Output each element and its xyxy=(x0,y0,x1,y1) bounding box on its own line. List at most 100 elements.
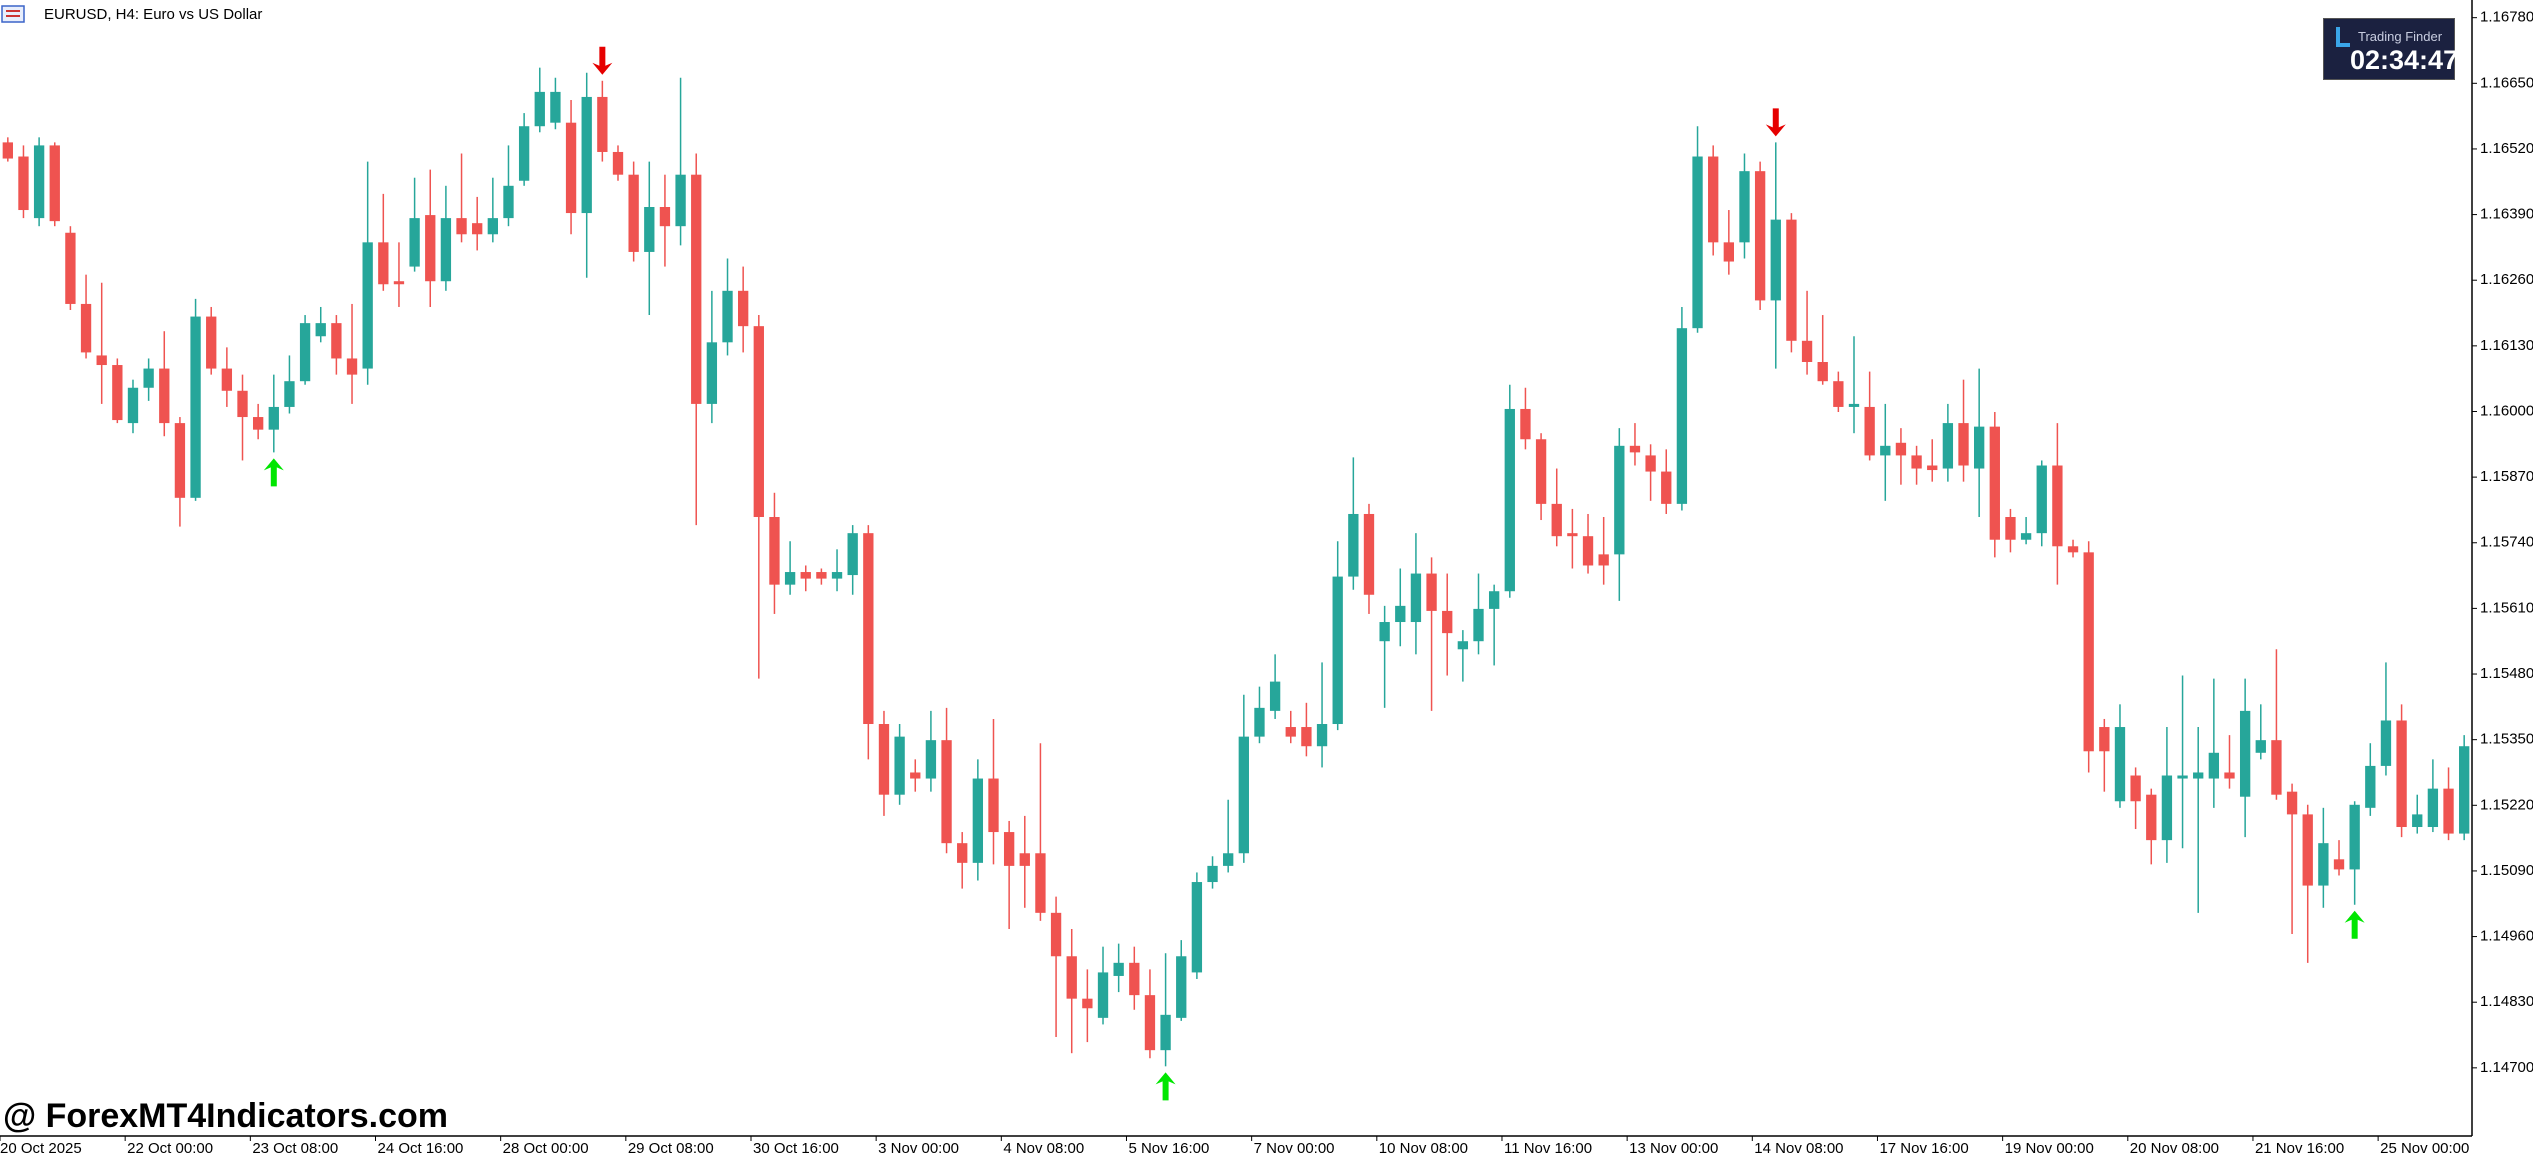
candle-body xyxy=(1254,707,1265,737)
candle-body xyxy=(1395,605,1406,623)
candle-body xyxy=(1942,423,1954,469)
candle-body xyxy=(972,778,984,863)
x-tick-label: 24 Oct 16:00 xyxy=(377,1140,463,1157)
candle-body xyxy=(315,323,326,337)
candle-body xyxy=(2161,775,2173,841)
candle-body xyxy=(612,151,624,175)
x-tick-label: 10 Nov 08:00 xyxy=(1379,1140,1468,1157)
candle-body xyxy=(2083,552,2094,752)
candle-body xyxy=(1301,727,1312,747)
y-tick-label: 1.14700 xyxy=(2480,1059,2533,1076)
candle-body xyxy=(675,174,686,227)
candle-body xyxy=(769,517,780,585)
y-tick-label: 1.15870 xyxy=(2480,468,2533,485)
candle-body xyxy=(2208,752,2220,779)
x-tick-label: 13 Nov 00:00 xyxy=(1629,1140,1718,1157)
candle-body xyxy=(1535,439,1547,504)
candle-body xyxy=(1144,995,1156,1051)
candle-body xyxy=(518,126,530,181)
candle-body xyxy=(2020,533,2032,540)
candle-body xyxy=(503,185,514,219)
candle-body xyxy=(738,290,749,327)
candle-body xyxy=(644,207,655,252)
candle-body xyxy=(1129,962,1140,996)
candle-body xyxy=(863,533,874,725)
y-tick-label: 1.16520 xyxy=(2480,140,2533,157)
logo-timer: 02:34:47 xyxy=(2350,45,2459,75)
candle-body xyxy=(2286,791,2298,815)
x-tick-label: 3 Nov 00:00 xyxy=(878,1140,959,1157)
candle-body xyxy=(1457,641,1469,650)
candle-body xyxy=(331,323,342,359)
candle-body xyxy=(1520,408,1531,440)
candle-body xyxy=(65,232,76,304)
candle-body xyxy=(1974,426,1985,469)
candle-body xyxy=(1019,853,1030,866)
candle-body xyxy=(1473,608,1484,642)
candle-body xyxy=(1598,554,1609,566)
candle-body xyxy=(2349,804,2360,870)
x-tick-label: 29 Oct 08:00 xyxy=(628,1140,714,1157)
x-tick-label: 23 Oct 08:00 xyxy=(252,1140,338,1157)
candle-body xyxy=(1269,681,1281,711)
candle-body xyxy=(425,215,436,282)
x-tick-label: 17 Nov 16:00 xyxy=(1879,1140,1968,1157)
candle-body xyxy=(1332,576,1343,725)
y-tick-label: 1.16000 xyxy=(2480,402,2533,419)
candle-body xyxy=(2255,740,2266,753)
signal-up-arrow xyxy=(1155,1072,1176,1101)
candle-body xyxy=(847,533,858,576)
candle-body xyxy=(691,174,702,404)
candle-body xyxy=(1629,445,1641,453)
candle-body xyxy=(878,724,890,795)
candle-body xyxy=(722,290,733,343)
candle-body xyxy=(252,417,264,430)
candle-body xyxy=(910,772,921,779)
candle-body xyxy=(2036,465,2047,534)
y-tick-label: 1.15480 xyxy=(2480,665,2533,682)
candle-body xyxy=(1739,171,1750,243)
y-tick-label: 1.15350 xyxy=(2480,731,2533,748)
candle-body xyxy=(1285,727,1296,737)
candle-body xyxy=(1833,381,1844,407)
candle-body xyxy=(1582,536,1594,566)
candle-body xyxy=(816,572,827,579)
candle-body xyxy=(1895,442,1907,456)
x-tick-label: 30 Oct 16:00 xyxy=(753,1140,839,1157)
candle-body xyxy=(362,242,373,369)
x-tick-label: 7 Nov 00:00 xyxy=(1254,1140,1335,1157)
candle-body xyxy=(346,358,358,375)
candle-body xyxy=(1551,503,1562,537)
y-tick-label: 1.16130 xyxy=(2480,337,2533,354)
x-tick-label: 25 Nov 00:00 xyxy=(2380,1140,2469,1157)
candle-body xyxy=(2193,772,2204,779)
candle-body xyxy=(597,96,608,152)
candle-body xyxy=(393,281,405,285)
x-tick-label: 14 Nov 08:00 xyxy=(1754,1140,1843,1157)
candle-body xyxy=(2412,814,2423,828)
candle-body xyxy=(1410,573,1422,623)
candle-body xyxy=(1692,156,1703,329)
candle-body xyxy=(1082,998,1093,1009)
candle-body xyxy=(1786,219,1797,341)
y-tick-label: 1.16780 xyxy=(2480,9,2533,26)
logo-mark xyxy=(2336,27,2350,47)
candle-body xyxy=(581,96,592,214)
candle-body xyxy=(2130,775,2141,802)
candle-body xyxy=(1817,362,1828,382)
x-tick-label: 4 Nov 08:00 xyxy=(1003,1140,1084,1157)
candle-body xyxy=(1661,471,1672,504)
candle-body xyxy=(1864,406,1875,456)
candle-body xyxy=(894,736,905,795)
candle-body xyxy=(1050,912,1062,957)
candle-body xyxy=(2396,720,2407,828)
candle-body xyxy=(2380,720,2392,766)
candle-body xyxy=(2365,765,2376,808)
candle-body xyxy=(1176,956,1187,1018)
candle-body xyxy=(784,572,796,585)
candle-body xyxy=(237,390,248,418)
candle-body xyxy=(1927,465,1938,471)
x-tick-label: 19 Nov 00:00 xyxy=(2005,1140,2094,1157)
candle-body xyxy=(1645,455,1656,472)
x-tick-label: 11 Nov 16:00 xyxy=(1504,1140,1592,1157)
